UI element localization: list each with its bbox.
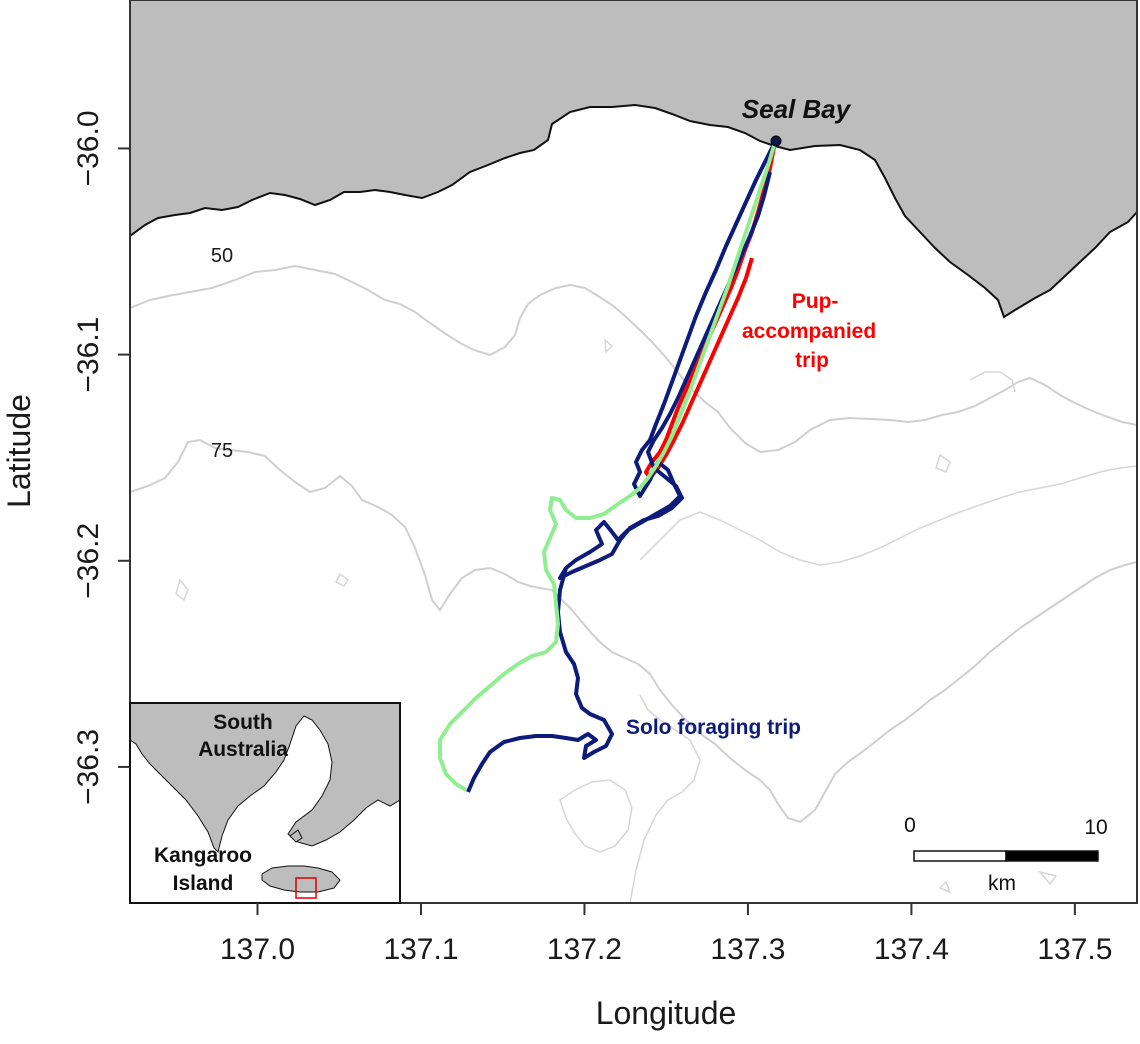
- y-axis: −36.0 −36.1 −36.2 −36.3: [72, 110, 130, 805]
- solo-foraging-trip-label: Solo foraging trip: [626, 716, 801, 739]
- solo-foraging-trip-track: [466, 141, 777, 793]
- x-tick-label: 137.2: [547, 933, 622, 966]
- y-tick-label: −36.3: [72, 729, 105, 805]
- y-axis-title: Latitude: [1, 394, 37, 508]
- depth-contour-75: [130, 438, 1137, 824]
- y-tick-label: −36.0: [72, 110, 105, 186]
- depth-contour-fragment: [1037, 870, 1058, 886]
- depth-contour-fragment: [969, 371, 1016, 393]
- depth-contour-fragment: [935, 453, 951, 473]
- depth-contour-fragment: [938, 880, 952, 894]
- depth-contour-fragment: [334, 572, 350, 587]
- seal-bay-label: Seal Bay: [742, 94, 852, 124]
- inset-kangaroo-island: [261, 865, 341, 893]
- x-tick-label: 137.0: [220, 933, 295, 966]
- inset-map: South Australia Kangaroo Island: [129, 702, 401, 904]
- scale-bar-unit-label: km: [988, 872, 1016, 895]
- y-tick-label: −36.1: [72, 317, 105, 393]
- depth-contour-fragment: [629, 694, 701, 903]
- pup-accompanied-trip-track: [644, 141, 777, 480]
- inset-label-south: South: [213, 711, 272, 734]
- pup-accompanied-trip-label-line: Pup-: [792, 290, 839, 313]
- depth-contour-fragment: [604, 338, 614, 354]
- depth-contour-fragment: [559, 779, 633, 853]
- plot-frame: [129, 0, 1138, 904]
- contour-label-75: 75: [211, 440, 233, 462]
- inset-study-area-box: [295, 877, 317, 899]
- x-axis: 137.0 137.1 137.2 137.3 137.4 137.5: [220, 903, 1112, 966]
- depth-contour-50: [130, 264, 1137, 454]
- scale-bar-start-label: 0: [904, 814, 916, 837]
- pup-accompanied-trip-label: Pup- accompanied trip: [742, 290, 882, 372]
- depth-contour-fragment: [175, 578, 189, 602]
- depth-contour-fragment: [639, 465, 1137, 566]
- pup-accompanied-trip-label-line: accompanied: [742, 320, 876, 343]
- inset-mainland: [130, 703, 400, 853]
- contour-label-50: 50: [211, 245, 233, 267]
- inset-coast-detail: [289, 829, 303, 843]
- scale-bar-end-label: 10: [1084, 816, 1107, 839]
- y-tick-label: −36.2: [72, 523, 105, 599]
- light-green-trip-track: [438, 141, 777, 792]
- inset-label-kangaroo: Kangaroo: [154, 844, 252, 867]
- pup-accompanied-trip-label-line: trip: [795, 349, 829, 372]
- seal-bay-marker: [770, 135, 782, 147]
- inset-label-island: Island: [173, 872, 234, 895]
- x-axis-title: Longitude: [596, 995, 737, 1031]
- inset-label-australia: Australia: [198, 738, 288, 761]
- land-mass: [130, 0, 1137, 319]
- x-tick-label: 137.3: [710, 933, 785, 966]
- scale-bar: 0 10 km: [904, 814, 1108, 895]
- x-tick-label: 137.4: [874, 933, 949, 966]
- x-tick-label: 137.1: [383, 933, 458, 966]
- x-tick-label: 137.5: [1037, 933, 1112, 966]
